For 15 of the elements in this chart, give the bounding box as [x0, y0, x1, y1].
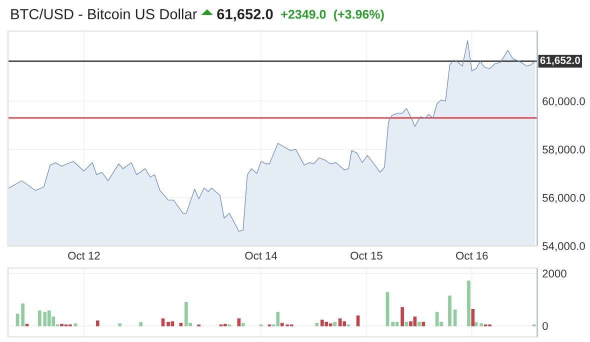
y-tick-label: 0	[542, 322, 548, 330]
y-tick-label: 58,000.0	[542, 146, 585, 155]
y-tick-label: 54,000.0	[542, 242, 585, 252]
chart-title: BTC/USD - Bitcoin US Dollar	[11, 8, 197, 20]
x-tick-label: Oct 14	[245, 252, 278, 260]
text: 61,652.0	[217, 8, 273, 22]
y-tick-label: 2000	[542, 270, 566, 278]
x-tick-label: Oct 15	[350, 252, 382, 260]
y-tick-label: 60,000.0	[542, 97, 585, 107]
y-tick-label: 56,000.0	[542, 194, 585, 204]
x-tick-label: Oct 12	[68, 252, 100, 260]
text: +2349.0	[281, 10, 326, 19]
text: (+3.96%)	[334, 10, 384, 22]
ref-line-label: 61,652.0	[540, 56, 580, 66]
x-tick-label: Oct 16	[456, 252, 488, 260]
